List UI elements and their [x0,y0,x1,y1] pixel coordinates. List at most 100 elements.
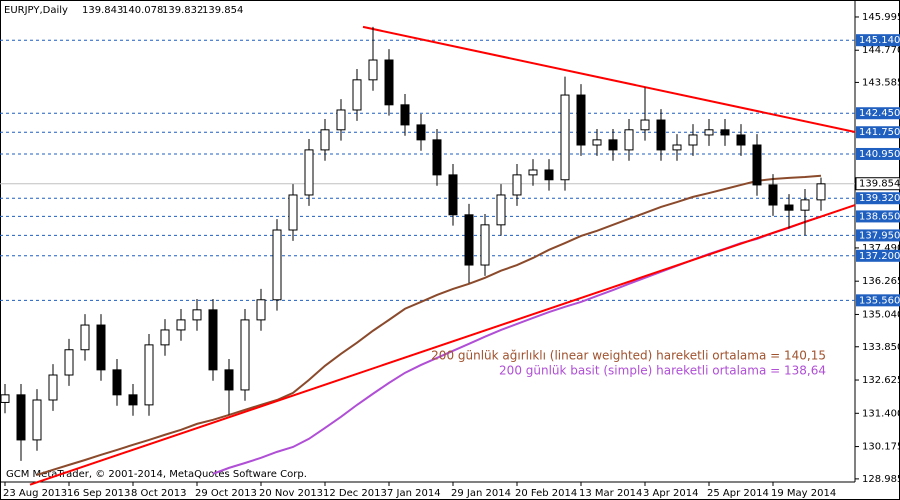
candle-body [208,309,218,371]
header-close: 139.854 [202,5,243,16]
candle-body [272,229,282,301]
candle-body [496,194,506,226]
candle-body [816,183,826,201]
level-label: 137.200 [859,251,900,262]
level-box [856,107,900,120]
candle-body [672,144,682,151]
candle-body [304,149,314,196]
candle-body [688,134,698,146]
y-tick-label: 145.995 [862,12,900,23]
candle-body [128,394,138,406]
annotation: 200 günlük ağırlıklı (linear weighted) h… [431,349,826,363]
candle-body [704,129,714,136]
x-tick-label: 20 Feb 2014 [515,488,577,499]
candle-body [400,104,410,126]
candle-body [0,394,10,403]
level-box [856,192,900,205]
level-label: 138.650 [859,211,900,222]
candle-body [176,319,186,331]
candle-body [256,299,266,321]
candle-body [448,174,458,216]
level-label: 135.560 [859,295,900,306]
level-box [856,249,900,262]
x-tick-label: 12 Dec 2013 [323,488,387,499]
current-price-box [855,177,900,191]
candle-body [464,214,474,266]
candle-body [512,174,522,196]
candle-body [192,309,202,321]
candle-body [784,204,794,211]
footer: GCM MetaTrader, © 2001-2014, MetaQuotes … [6,469,307,480]
candle-body [48,374,58,401]
level-label: 145.140 [859,35,900,46]
candle-body [752,144,762,186]
y-tick-label: 132.625 [862,375,900,386]
x-tick-label: 8 Oct 2013 [131,488,186,499]
candle-body [560,94,570,181]
candle-body [368,59,378,81]
x-tick-label: 29 Jan 2014 [451,488,511,499]
candle-body [144,344,154,406]
y-tick-label: 144.770 [862,45,900,56]
candle-body [592,139,602,146]
candle-body [80,324,90,351]
candle-body [288,194,298,231]
candle-body [768,184,778,206]
level-box [856,147,900,160]
y-tick-label: 131.400 [862,408,900,419]
candle-body [32,399,42,441]
x-tick-label: 25 Apr 2014 [707,488,769,499]
candle-body [320,129,330,151]
candle-body [64,349,74,376]
x-tick-label: 7 Jan 2014 [387,488,441,499]
y-tick-label: 130.175 [862,442,900,453]
header-low: 139.832 [162,5,203,16]
annotation: 200 günlük basit (simple) hareketli orta… [499,364,826,378]
candle-body [576,94,586,146]
level-box [856,210,900,223]
x-tick-label: 29 Oct 2013 [195,488,257,499]
x-tick-label: 13 Mar 2014 [579,488,642,499]
y-tick-label: 128.985 [862,474,900,485]
current-price-label: 139.854 [859,179,900,190]
candle-body [720,129,730,136]
level-label: 142.450 [859,108,900,119]
candle-body [96,324,106,371]
candle-body [384,59,394,106]
candle-body [528,169,538,176]
level-label: 139.320 [859,193,900,204]
candle-body [608,139,618,151]
x-tick-label: 16 Sep 2013 [67,488,130,499]
header-high: 140.078 [122,5,163,16]
y-tick-label: 133.850 [862,342,900,353]
level-label: 137.950 [859,230,900,241]
y-tick-label: 143.585 [862,77,900,88]
header-open: 139.843 [82,5,123,16]
y-tick-label: 137.490 [862,243,900,254]
candle-body [624,129,634,151]
candle-body [240,319,250,391]
candle-body [640,119,650,131]
candle-body [112,369,122,396]
candle-body [336,109,346,131]
x-tick-label: 23 Aug 2013 [3,488,67,499]
candle-body [416,124,426,141]
candle-body [16,394,26,441]
candle-body [800,199,810,211]
level-box [856,126,900,139]
symbol: EURJPY,Daily [4,5,68,16]
level-label: 140.950 [859,149,900,160]
trendline [29,204,856,486]
level-box [856,34,900,47]
x-tick-label: 19 May 2014 [771,488,836,499]
x-tick-label: 3 Apr 2014 [643,488,698,499]
candle-body [352,79,362,111]
level-label: 141.750 [859,127,900,138]
level-box [856,294,900,307]
candle-body [656,119,666,151]
trendline [362,25,856,133]
candle-body [480,224,490,266]
y-tick-label: 135.040 [862,309,900,320]
